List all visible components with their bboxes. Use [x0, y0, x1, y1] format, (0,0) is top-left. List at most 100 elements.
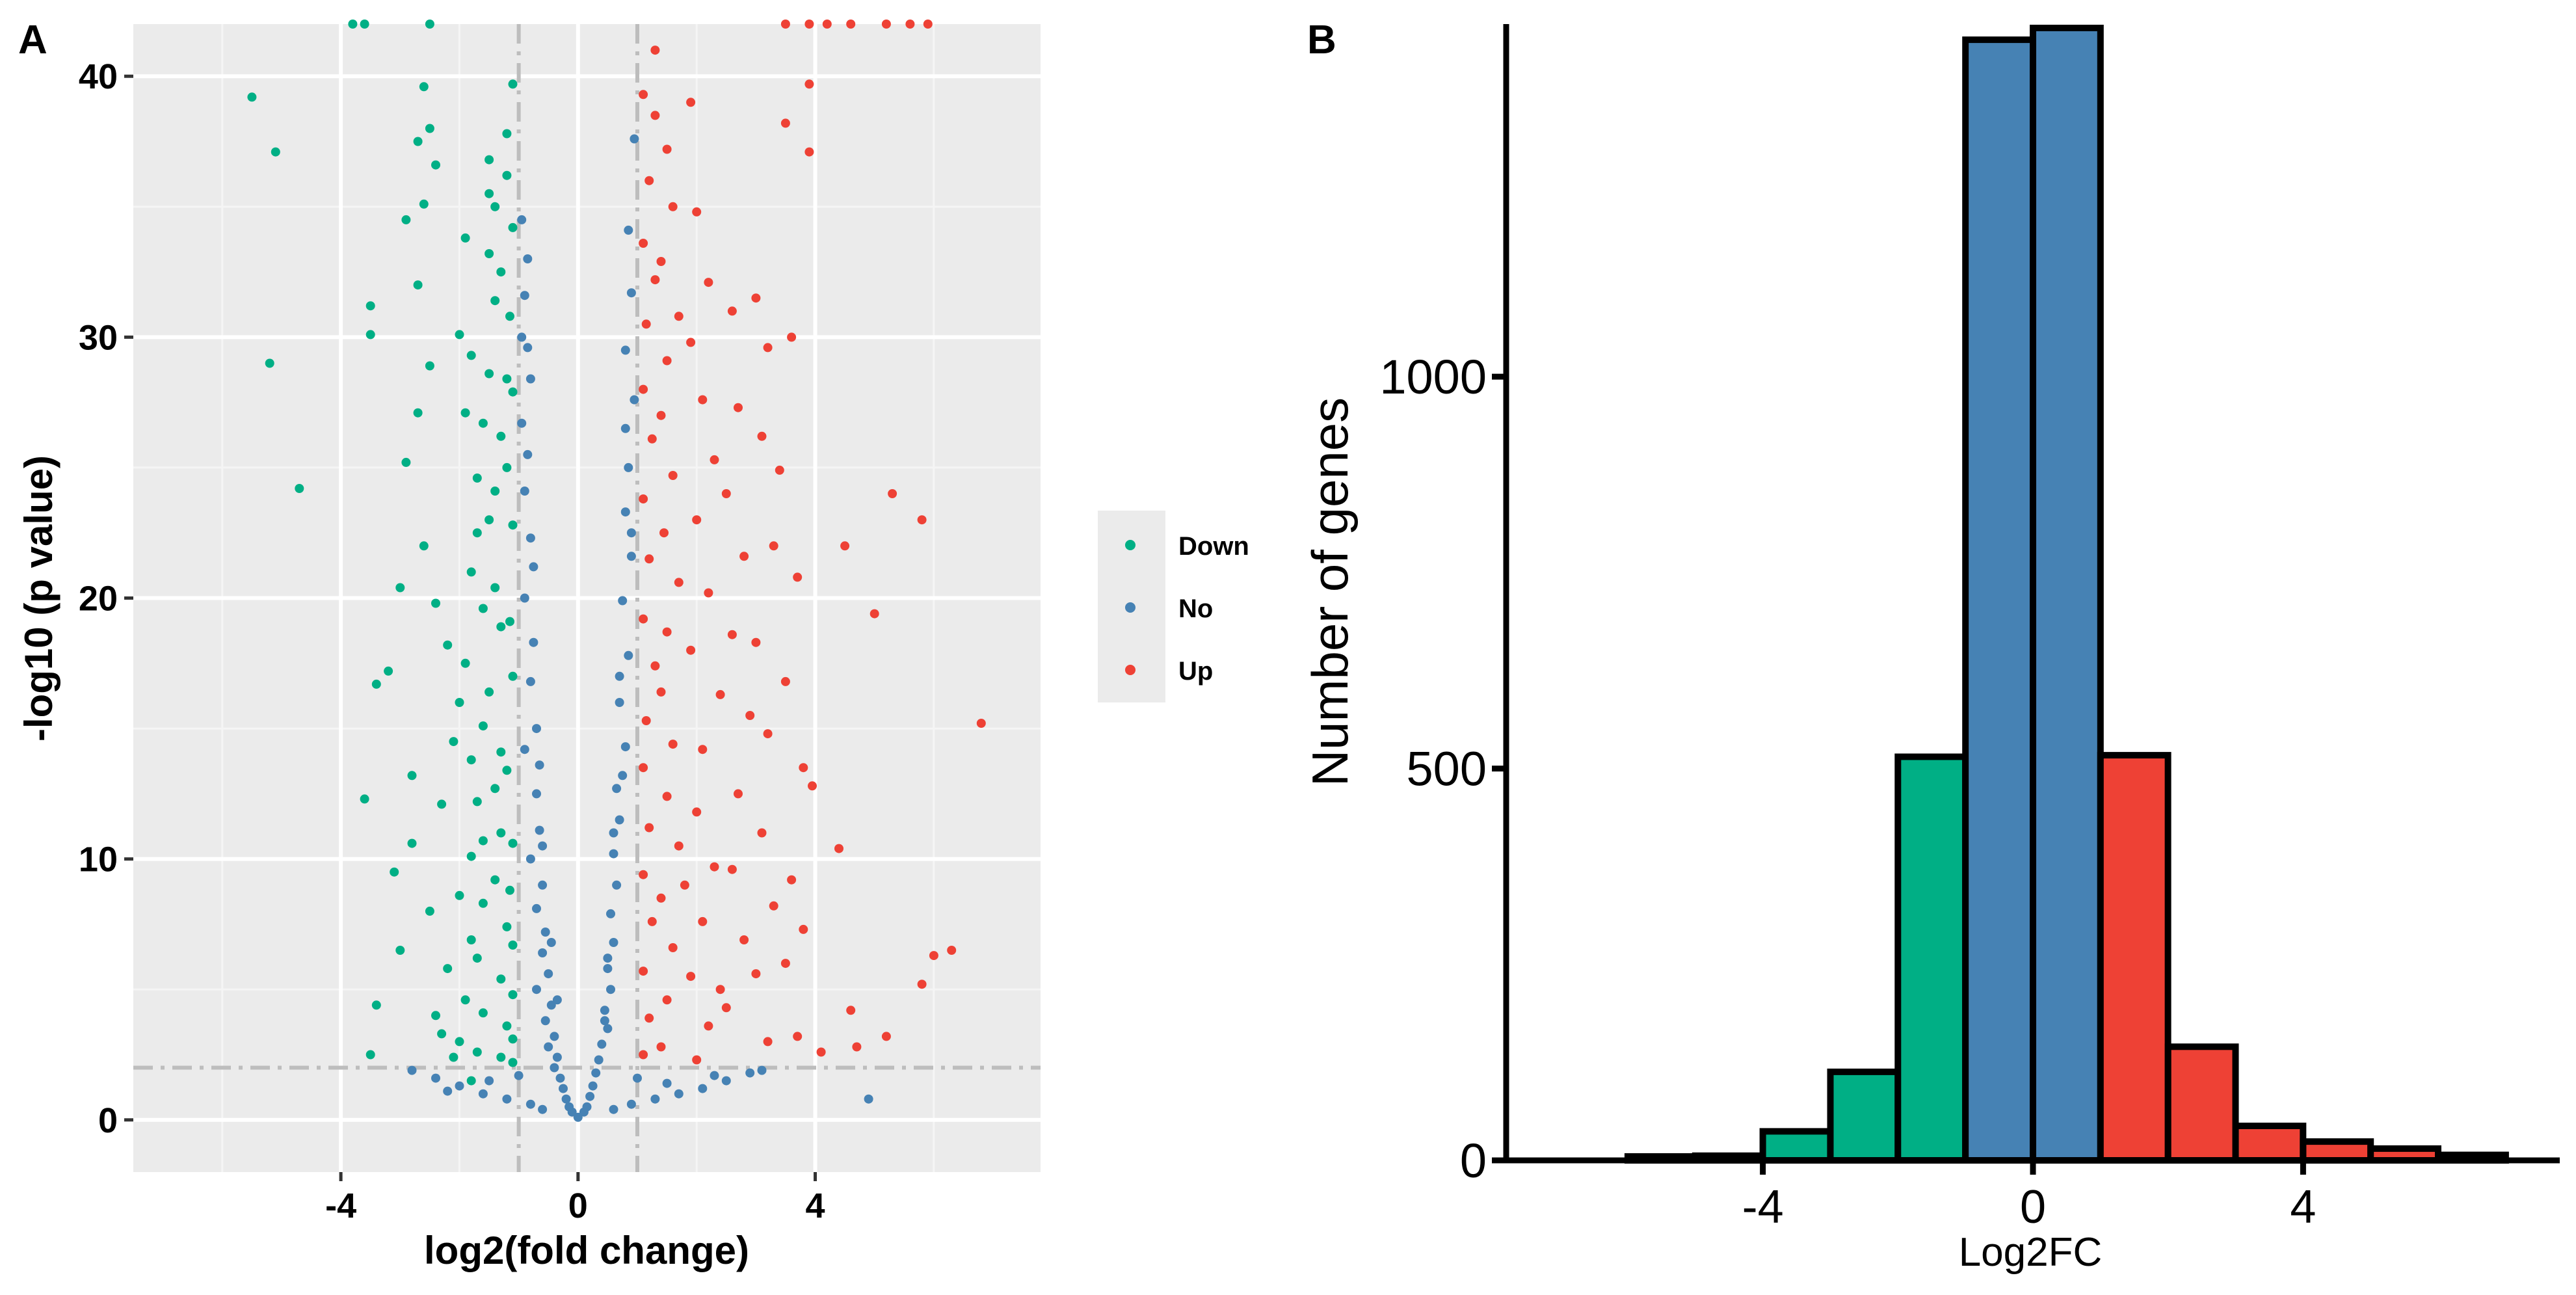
panel-a-point-no — [662, 1078, 672, 1088]
panel-a-point-up — [650, 275, 660, 285]
panel-a-point-down — [455, 330, 464, 340]
panel-a-point-up — [662, 995, 672, 1005]
panel-a-point-down — [478, 836, 488, 846]
panel-a-y-tick-label: 40 — [79, 57, 118, 96]
panel-a-point-no — [624, 650, 633, 660]
panel-a-x-tick-label: 0 — [568, 1186, 588, 1225]
panel-a-point-up — [757, 431, 767, 441]
panel-a-point-down — [401, 215, 411, 224]
panel-a-point-up — [769, 541, 778, 551]
panel-a-point-no — [555, 1073, 565, 1083]
panel-a-point-no — [674, 1089, 684, 1099]
panel-a-point-up — [787, 332, 797, 342]
panel-a-point-no — [485, 1076, 494, 1086]
panel-a-point-no — [745, 1068, 755, 1078]
panel-a-point-no — [609, 828, 618, 838]
panel-a-point-up — [639, 384, 648, 394]
panel-a-point-up — [639, 494, 648, 504]
panel-a-point-up — [692, 1055, 702, 1065]
panel-a-point-no — [626, 1099, 636, 1109]
panel-a-point-no — [561, 1094, 571, 1104]
panel-a-point-up — [905, 20, 915, 29]
panel-a-point-no — [546, 938, 556, 947]
panel-a-point-no — [538, 880, 548, 890]
panel-a-point-up — [929, 951, 938, 961]
panel-a-point-no — [520, 291, 529, 300]
panel-a-point-no — [546, 1000, 556, 1010]
panel-a-point-no — [559, 1084, 568, 1093]
panel-b-y-tick-label: 500 — [1407, 742, 1487, 796]
panel-a-point-no — [579, 1107, 589, 1117]
panel-a-point-no — [535, 825, 544, 835]
panel-a-point-up — [734, 403, 743, 412]
panel-a-point-no — [864, 1094, 873, 1104]
panel-a-point-no — [525, 1099, 535, 1109]
panel-a-point-down — [478, 721, 488, 731]
panel-a-point-up — [808, 781, 817, 791]
panel-a-point-no — [573, 1112, 583, 1122]
panel-b-bar-no — [2030, 25, 2104, 1164]
panel-a-point-down — [472, 797, 482, 807]
panel-a-point-down — [384, 666, 393, 676]
panel-a-y-axis-title: -log10 (p value) — [17, 455, 60, 741]
panel-a-point-no — [620, 345, 630, 355]
panel-a-point-up — [674, 578, 684, 587]
panel-b-y-axis-title: Number of genes — [1301, 397, 1359, 786]
panel-a-point-up — [698, 916, 708, 926]
panel-a-point-down — [431, 1011, 440, 1021]
panel-a-point-up — [647, 434, 657, 444]
panel-a-point-down — [443, 964, 453, 974]
panel-b-label: B — [1307, 18, 1336, 62]
panel-a-point-up — [721, 489, 731, 498]
panel-b-bar-up — [2232, 1123, 2307, 1164]
panel-a-point-no — [529, 637, 538, 647]
panel-a-y-tick-label: 30 — [79, 318, 118, 357]
panel-a-point-down — [365, 1050, 375, 1060]
panel-a-point-no — [603, 964, 613, 974]
panel-a-point-up — [650, 46, 660, 55]
panel-a-point-up — [757, 828, 767, 838]
panel-a-point-no — [431, 1073, 440, 1083]
panel-a-point-no — [594, 1055, 604, 1065]
panel-a-point-down — [472, 954, 482, 963]
panel-a-point-up — [662, 627, 672, 637]
panel-a-point-up — [662, 144, 672, 154]
panel-a-point-down — [478, 898, 488, 908]
panel-a-point-down — [360, 20, 369, 29]
panel-a-points — [247, 20, 986, 1122]
panel-a-point-up — [686, 645, 696, 655]
panel-a-point-up — [870, 609, 879, 619]
panel-a-point-down — [496, 828, 506, 838]
panel-a-point-down — [371, 1000, 381, 1010]
panel-a-point-up — [639, 90, 648, 100]
panel-a-point-up — [639, 870, 648, 879]
panel-a-point-no — [532, 789, 541, 799]
panel-a-point-down — [508, 222, 518, 232]
panel-a-point-no — [597, 1039, 607, 1049]
legend-dot-no — [1125, 602, 1135, 613]
panel-a-point-no — [567, 1107, 577, 1117]
legend-label-down: Down — [1178, 532, 1249, 561]
panel-a-point-up — [710, 455, 719, 464]
panel-a-point-no — [603, 1024, 613, 1034]
panel-a-point-no — [540, 928, 550, 937]
panel-a-point-down — [508, 520, 518, 530]
panel-a-point-up — [804, 20, 814, 29]
panel-a-point-down — [466, 351, 476, 360]
panel-a-point-up — [698, 395, 708, 405]
panel-b-bar-down — [1827, 1068, 1902, 1164]
panel-b-x-axis-title: Log2FC — [1959, 1230, 2103, 1275]
panel-a-point-down — [490, 784, 500, 794]
panel-a-point-down — [508, 838, 518, 848]
panel-a-point-no — [626, 552, 636, 561]
panel-a-legend: Down No Up — [1098, 511, 1249, 702]
panel-a-point-up — [639, 239, 648, 248]
panel-a-point-up — [656, 410, 666, 420]
panel-a-point-up — [659, 528, 669, 538]
panel-a-point-down — [490, 296, 500, 306]
panel-a-point-down — [425, 20, 434, 29]
panel-a-point-down — [478, 1008, 488, 1018]
legend-label-no: No — [1178, 594, 1213, 623]
